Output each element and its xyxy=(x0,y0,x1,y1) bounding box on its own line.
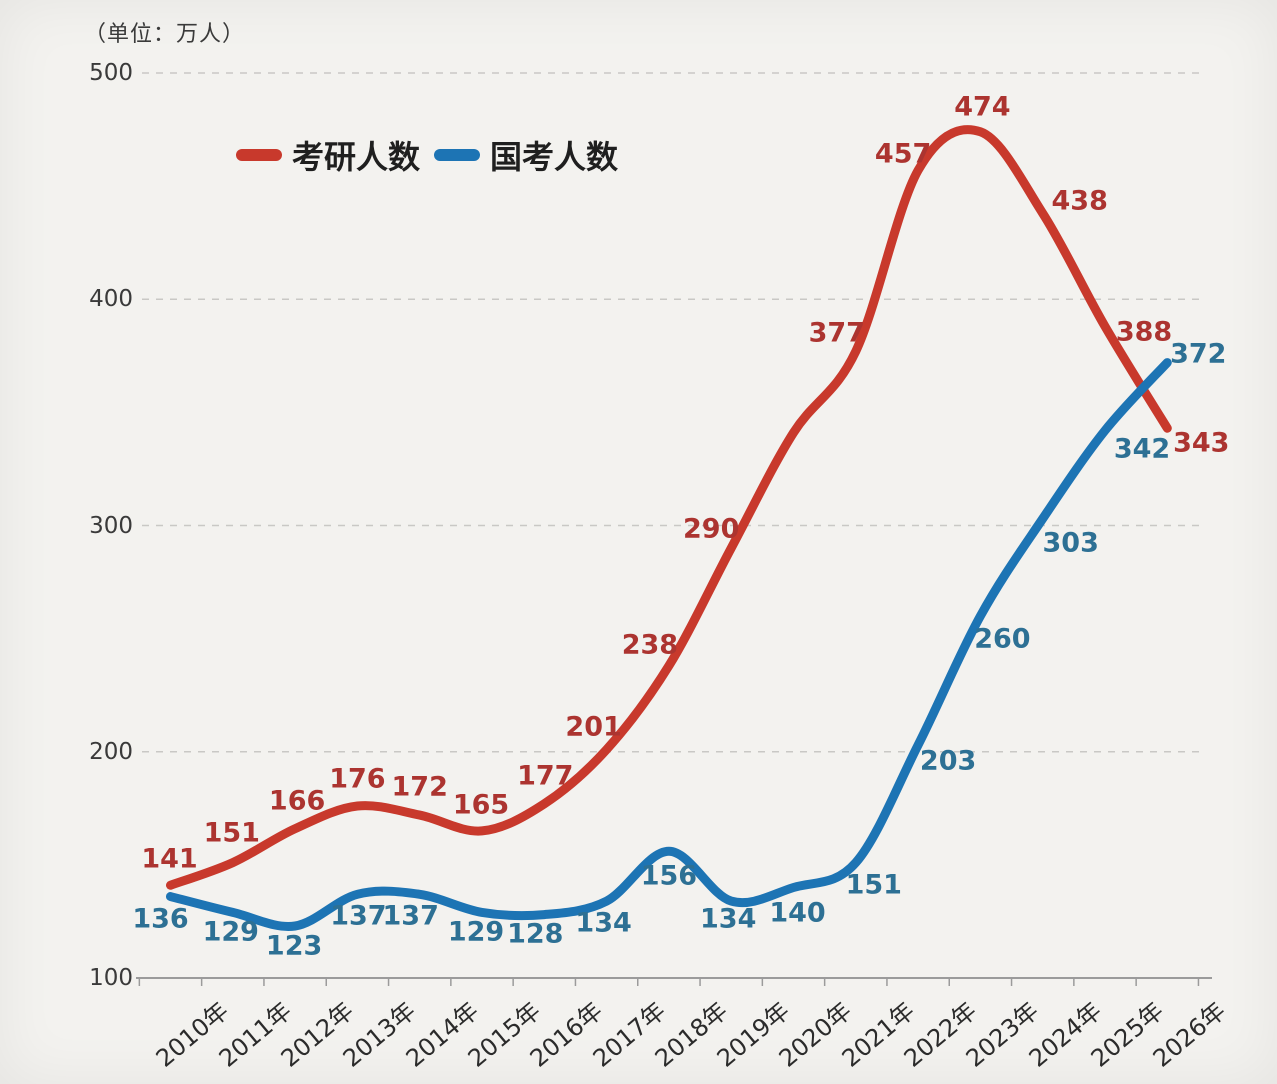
legend-swatch-red xyxy=(236,149,282,161)
value-label-kaoyan-2019年: 290 xyxy=(683,513,740,545)
value-label-guokao-2019年: 134 xyxy=(700,903,757,935)
y-tick-label-400: 400 xyxy=(89,286,133,313)
value-label-kaoyan-2010年: 141 xyxy=(141,843,198,875)
value-label-guokao-2025年: 342 xyxy=(1113,433,1171,465)
series-line-kaoyan xyxy=(166,125,1172,890)
value-label-kaoyan-2015年: 165 xyxy=(452,789,510,821)
value-label-guokao-2023年: 260 xyxy=(974,623,1031,655)
value-label-guokao-2022年: 203 xyxy=(919,745,977,777)
legend-item-guokao: 国考人数 xyxy=(434,132,618,178)
value-label-guokao-2020年: 140 xyxy=(769,897,826,928)
value-label-guokao-2024年: 303 xyxy=(1042,527,1099,559)
value-label-kaoyan-2024年: 438 xyxy=(1051,185,1108,217)
value-label-kaoyan-2013年: 176 xyxy=(329,763,386,795)
value-label-kaoyan-2016年: 177 xyxy=(517,760,574,792)
value-label-kaoyan-2018年: 238 xyxy=(621,629,679,661)
y-tick-label-100: 100 xyxy=(89,965,133,991)
value-label-kaoyan-2026年: 343 xyxy=(1173,427,1230,459)
legend: 考研人数 国考人数 xyxy=(236,132,618,178)
value-label-guokao-2017年: 134 xyxy=(575,907,632,939)
value-label-kaoyan-2011年: 151 xyxy=(203,817,260,849)
value-label-guokao-2014年: 137 xyxy=(382,900,439,932)
value-label-guokao-2016年: 128 xyxy=(507,918,564,950)
value-label-guokao-2012年: 123 xyxy=(265,930,323,962)
value-label-guokao-2011年: 129 xyxy=(202,916,259,948)
value-label-kaoyan-2017年: 201 xyxy=(565,711,622,743)
value-label-kaoyan-2025年: 388 xyxy=(1115,316,1173,348)
value-label-kaoyan-2012年: 166 xyxy=(268,785,326,817)
unit-label: （单位：万人） xyxy=(84,22,246,47)
value-label-kaoyan-2023年: 474 xyxy=(954,91,1011,123)
legend-item-kaoyan: 考研人数 xyxy=(236,132,420,178)
legend-label-kaoyan: 考研人数 xyxy=(292,138,421,176)
value-label-kaoyan-2022年: 457 xyxy=(874,138,932,170)
value-label-guokao-2026年: 372 xyxy=(1170,338,1227,370)
value-label-kaoyan-2014年: 172 xyxy=(391,771,448,803)
y-tick-label-500: 500 xyxy=(89,60,133,86)
value-label-guokao-2021年: 151 xyxy=(845,869,902,901)
value-label-guokao-2018年: 156 xyxy=(640,860,698,892)
value-label-guokao-2013年: 137 xyxy=(330,900,387,932)
legend-label-guokao: 国考人数 xyxy=(490,138,619,176)
value-label-guokao-2015年: 129 xyxy=(447,916,505,948)
series-line-guokao xyxy=(166,358,1172,931)
y-tick-label-200: 200 xyxy=(89,738,133,765)
value-label-kaoyan-2021年: 377 xyxy=(808,317,865,349)
legend-swatch-blue xyxy=(434,149,481,161)
y-tick-label-300: 300 xyxy=(89,512,133,539)
value-label-guokao-2010年: 136 xyxy=(132,903,189,935)
